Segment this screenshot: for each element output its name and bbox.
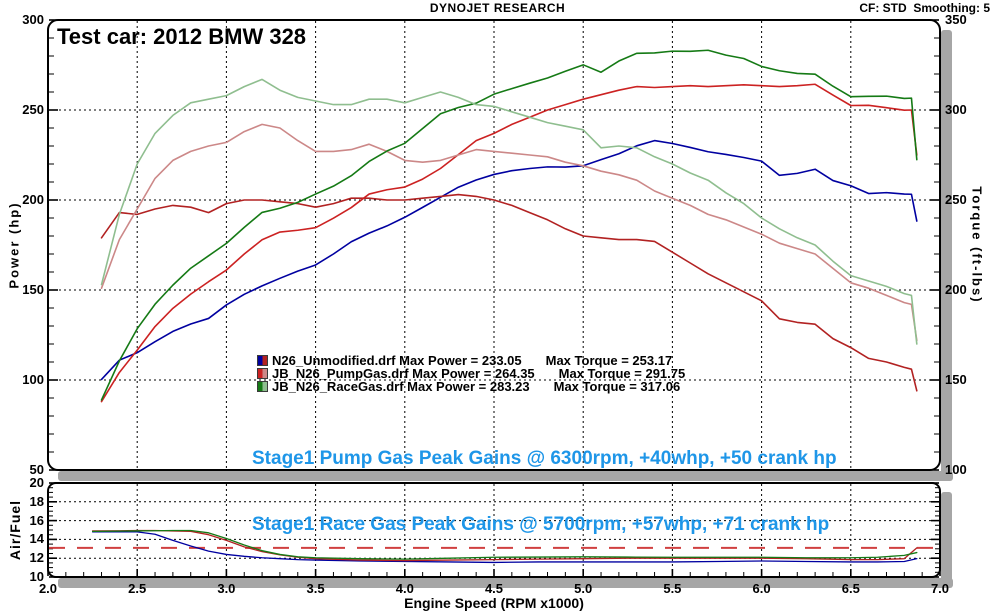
torque-curve-jb_n26_pumpgas — [100, 123, 918, 342]
race-gas-gains-line: Stage1 Race Gas Peak Gains @ 5700rpm, +5… — [252, 514, 830, 535]
rpm-tick-label: 5.0 — [574, 581, 593, 596]
afr-tick-label: 20 — [29, 475, 44, 490]
legend-text-racegas: JB_N26_RaceGas.drf Max Power = 283.23 — [272, 379, 530, 394]
torque-tick-label: 350 — [945, 12, 967, 27]
engine-speed-axis-label: Engine Speed (RPM x1000) — [404, 595, 584, 611]
main-frame-shadow — [941, 30, 952, 480]
power-tick-label: 200 — [22, 192, 44, 207]
main-frame-shadow — [58, 471, 953, 481]
rpm-tick-label: 2.0 — [38, 581, 58, 596]
afr-curve-jb_n26_pumpgas — [91, 529, 918, 562]
pump-gas-gains-line: Stage1 Pump Gas Peak Gains @ 6300rpm, +4… — [252, 448, 837, 469]
rpm-tick-label: 4.0 — [395, 581, 414, 596]
torque-tick-label: 150 — [945, 372, 967, 387]
app-title: DYNOJET RESEARCH — [429, 1, 566, 15]
torque-axis-label: Torque (ft-lbs) — [969, 186, 985, 304]
power-curve-n26_unmodified — [100, 139, 918, 381]
legend-row-pumpgas: JB_N26_PumpGas.drf Max Power = 264.35 Ma… — [257, 366, 686, 381]
legend-swatch-pumpgas-icon — [257, 368, 268, 379]
run-legend: N26_Unmodified.drf Max Power = 233.05 Ma… — [257, 353, 686, 394]
legend-row-unmodified: N26_Unmodified.drf Max Power = 233.05 Ma… — [257, 353, 685, 368]
main-plot-frame — [47, 19, 941, 471]
rpm-tick-label: 4.5 — [484, 581, 504, 596]
rpm-tick-label: 5.5 — [663, 581, 682, 596]
rpm-tick-label: 3.5 — [306, 581, 325, 596]
power-curve-jb_n26_pumpgas — [100, 83, 918, 403]
legend-text-pumpgas: JB_N26_PumpGas.drf Max Power = 264.35 — [272, 366, 535, 381]
rpm-tick-label: 6.0 — [752, 581, 771, 596]
rpm-tick-label: 2.5 — [128, 581, 147, 596]
legend-swatch-unmodified-icon — [257, 355, 268, 366]
legend-text-unmodified: N26_Unmodified.drf Max Power = 233.05 — [272, 353, 522, 368]
power-tick-label: 50 — [29, 462, 44, 477]
cf-smoothing-label: CF: STD Smoothing: 5 — [859, 1, 990, 15]
power-tick-label: 250 — [22, 102, 44, 117]
afr-tick-label: 18 — [29, 493, 44, 509]
power-tick-label: 150 — [22, 282, 44, 297]
afr-tick-label: 16 — [29, 512, 44, 528]
rpm-tick-label: 6.5 — [841, 581, 860, 596]
afr-tick-label: 14 — [29, 531, 44, 547]
torque-curve-n26_unmodified — [100, 193, 918, 392]
torque-tick-label: 200 — [945, 282, 967, 297]
legend-torque-pumpgas: Max Torque = 291.75 — [558, 366, 686, 381]
afr-tick-label: 10 — [29, 569, 44, 584]
legend-row-racegas: JB_N26_RaceGas.drf Max Power = 283.23 Ma… — [257, 379, 685, 394]
power-tick-label: 100 — [22, 372, 44, 387]
power-axis-label: Power (hp) — [6, 201, 22, 289]
peak-gains-annotation: Stage1 Pump Gas Peak Gains @ 6300rpm, +4… — [252, 404, 837, 580]
afr-frame-shadow — [58, 578, 953, 588]
afr-tick-label: 12 — [29, 550, 44, 566]
legend-torque-racegas: Max Torque = 317.06 — [553, 379, 681, 394]
torque-tick-label: 250 — [945, 192, 967, 207]
rpm-tick-label: 7.0 — [930, 581, 950, 596]
test-car-title: Test car: 2012 BMW 328 — [57, 24, 307, 49]
rpm-tick-label: 3.0 — [217, 581, 236, 596]
afr-frame-shadow — [941, 492, 952, 586]
afr-curve-n26_unmodified — [91, 531, 918, 564]
power-curve-jb_n26_racegas — [100, 49, 918, 401]
torque-tick-label: 300 — [945, 102, 967, 117]
legend-swatch-racegas-icon — [257, 381, 268, 392]
torque-curve-jb_n26_racegas — [100, 78, 918, 345]
power-tick-label: 300 — [22, 12, 44, 27]
torque-tick-label: 100 — [945, 462, 967, 477]
afr-curve-jb_n26_racegas — [91, 529, 918, 560]
legend-torque-unmodified: Max Torque = 253.17 — [545, 353, 673, 368]
